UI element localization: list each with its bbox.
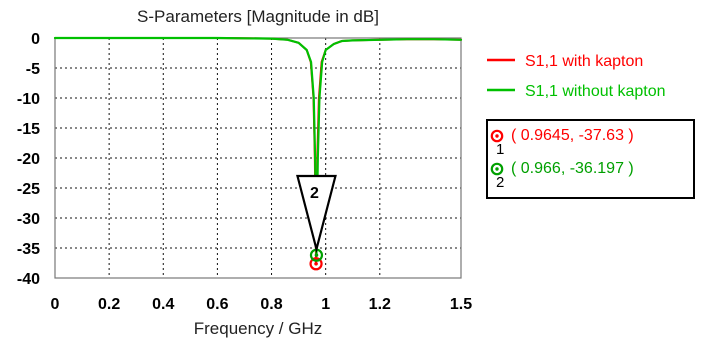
- x-tick-label: 1.5: [450, 296, 472, 313]
- y-tick-label: -20: [17, 151, 40, 168]
- x-tick-label: 0.8: [260, 296, 282, 313]
- series-line-with-kapton: [54, 37, 462, 265]
- series-line-without-kapton: [53, 36, 463, 257]
- x-tick-label: 0.6: [206, 296, 228, 313]
- y-tick-label: -25: [17, 181, 40, 198]
- marker-readout-dot: [495, 134, 499, 138]
- x-axis-label: Frequency / GHz: [194, 319, 323, 338]
- y-tick-label: -10: [17, 91, 40, 108]
- marker-center: [314, 261, 318, 266]
- chart-series: [53, 36, 463, 265]
- x-tick-label: 1: [321, 296, 330, 313]
- marker-readout-id: 2: [496, 174, 504, 191]
- x-tick-label: 0: [51, 296, 60, 313]
- marker-readout-box: 1 ( 0.9645, -37.63 ) 2 ( 0.966, -36.197 ): [486, 119, 695, 199]
- y-tick-label: 0: [31, 31, 40, 48]
- marker-readout-value: ( 0.966, -36.197 ): [511, 160, 634, 177]
- marker-center: [314, 253, 319, 257]
- x-tick-label: 0.2: [98, 296, 120, 313]
- chart-annotation: 2: [296, 174, 337, 271]
- legend: S1,1 with kapton S1,1 without kapton: [487, 53, 666, 100]
- marker-readout-id: 1: [496, 141, 504, 158]
- legend-label-with-kapton: S1,1 with kapton: [525, 53, 643, 70]
- y-tick-label: -40: [17, 271, 40, 288]
- marker-pointer-triangle: [296, 174, 337, 254]
- chart-title: S-Parameters [Magnitude in dB]: [137, 7, 379, 26]
- marker-readout-icon: [490, 162, 504, 176]
- legend-label-without-kapton: S1,1 without kapton: [525, 83, 666, 100]
- marker-readout-border: [486, 119, 695, 199]
- marker-circle: [309, 257, 323, 271]
- y-tick-label: -15: [17, 121, 40, 138]
- marker-pointer-label: 2: [310, 185, 319, 202]
- y-tick-label: -30: [17, 211, 40, 228]
- chart-grid: [54, 37, 462, 279]
- marker-readout-dot: [495, 167, 499, 171]
- y-tick-label: -35: [17, 241, 40, 258]
- tick-labels: 0 0.2 0.4 0.6 0.8 1 1.2 1.5 0 -5 -10 -15 -20 -25 -30 -3…: [17, 31, 472, 313]
- marker-readout-value: ( 0.9645, -37.63 ): [511, 127, 634, 144]
- marker-readout-icon: [490, 129, 504, 143]
- y-tick-label: -5: [26, 61, 40, 78]
- x-tick-label: 1.2: [369, 296, 391, 313]
- x-tick-label: 0.4: [152, 296, 174, 313]
